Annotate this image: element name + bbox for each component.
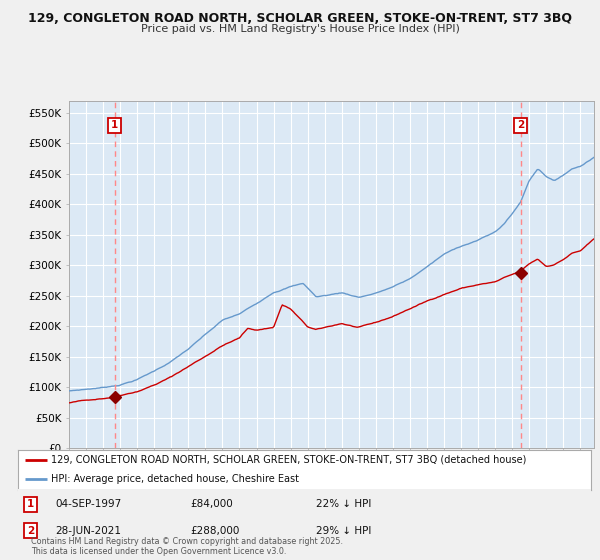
- Text: 129, CONGLETON ROAD NORTH, SCHOLAR GREEN, STOKE-ON-TRENT, ST7 3BQ: 129, CONGLETON ROAD NORTH, SCHOLAR GREEN…: [28, 12, 572, 25]
- Text: 22% ↓ HPI: 22% ↓ HPI: [316, 500, 371, 509]
- Text: 2: 2: [27, 526, 34, 536]
- Text: £288,000: £288,000: [190, 526, 239, 536]
- Text: 29% ↓ HPI: 29% ↓ HPI: [316, 526, 371, 536]
- Text: HPI: Average price, detached house, Cheshire East: HPI: Average price, detached house, Ches…: [51, 474, 299, 484]
- Text: £84,000: £84,000: [190, 500, 233, 509]
- Text: 1: 1: [27, 500, 34, 509]
- Text: Contains HM Land Registry data © Crown copyright and database right 2025.
This d: Contains HM Land Registry data © Crown c…: [31, 536, 343, 556]
- Text: 1: 1: [111, 120, 118, 130]
- Text: Price paid vs. HM Land Registry's House Price Index (HPI): Price paid vs. HM Land Registry's House …: [140, 24, 460, 34]
- Text: 28-JUN-2021: 28-JUN-2021: [55, 526, 121, 536]
- Text: 2: 2: [517, 120, 524, 130]
- Text: 04-SEP-1997: 04-SEP-1997: [55, 500, 121, 509]
- Text: 129, CONGLETON ROAD NORTH, SCHOLAR GREEN, STOKE-ON-TRENT, ST7 3BQ (detached hous: 129, CONGLETON ROAD NORTH, SCHOLAR GREEN…: [51, 455, 527, 465]
